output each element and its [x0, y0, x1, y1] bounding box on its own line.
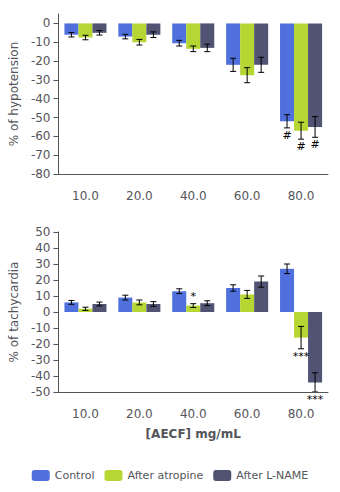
- svg-text:#: #: [310, 138, 319, 151]
- svg-text:-80: -80: [31, 167, 51, 181]
- svg-text:-60: -60: [31, 129, 51, 143]
- svg-text:-50: -50: [31, 111, 51, 125]
- svg-text:0: 0: [43, 305, 51, 319]
- svg-text:60.0: 60.0: [234, 407, 261, 421]
- svg-text:50: 50: [35, 225, 50, 239]
- svg-text:[AECF] mg/mL: [AECF] mg/mL: [146, 427, 242, 441]
- svg-text:10.0: 10.0: [72, 189, 99, 203]
- svg-text:-20: -20: [31, 54, 51, 68]
- svg-text:#: #: [282, 129, 291, 142]
- svg-text:-40: -40: [31, 369, 51, 383]
- svg-text:-70: -70: [31, 148, 51, 162]
- svg-text:10: 10: [35, 289, 50, 303]
- svg-text:After L-NAME: After L-NAME: [236, 469, 308, 482]
- svg-text:#: #: [296, 140, 305, 153]
- svg-text:% of tachycardia: % of tachycardia: [7, 262, 21, 363]
- svg-text:0: 0: [43, 16, 51, 30]
- svg-text:80.0: 80.0: [288, 407, 315, 421]
- svg-text:10.0: 10.0: [72, 407, 99, 421]
- svg-text:-30: -30: [31, 353, 51, 367]
- svg-text:-10: -10: [31, 321, 51, 335]
- svg-text:***: ***: [307, 393, 324, 406]
- svg-text:-50: -50: [31, 385, 51, 399]
- svg-text:60.0: 60.0: [234, 189, 261, 203]
- svg-text:After atropine: After atropine: [127, 469, 203, 482]
- svg-text:-20: -20: [31, 337, 51, 351]
- svg-text:*: *: [190, 290, 196, 303]
- svg-text:40: 40: [35, 241, 50, 255]
- svg-text:% of hypotension: % of hypotension: [7, 42, 21, 147]
- svg-text:20.0: 20.0: [126, 189, 153, 203]
- svg-text:80.0: 80.0: [288, 189, 315, 203]
- svg-text:***: ***: [293, 350, 310, 363]
- svg-text:30: 30: [35, 257, 50, 271]
- svg-text:-40: -40: [31, 92, 51, 106]
- svg-text:-10: -10: [31, 35, 51, 49]
- svg-text:20.0: 20.0: [126, 407, 153, 421]
- svg-text:40.0: 40.0: [180, 407, 207, 421]
- svg-text:20: 20: [35, 273, 50, 287]
- svg-text:40.0: 40.0: [180, 189, 207, 203]
- svg-text:-30: -30: [31, 73, 51, 87]
- svg-text:Control: Control: [55, 469, 95, 482]
